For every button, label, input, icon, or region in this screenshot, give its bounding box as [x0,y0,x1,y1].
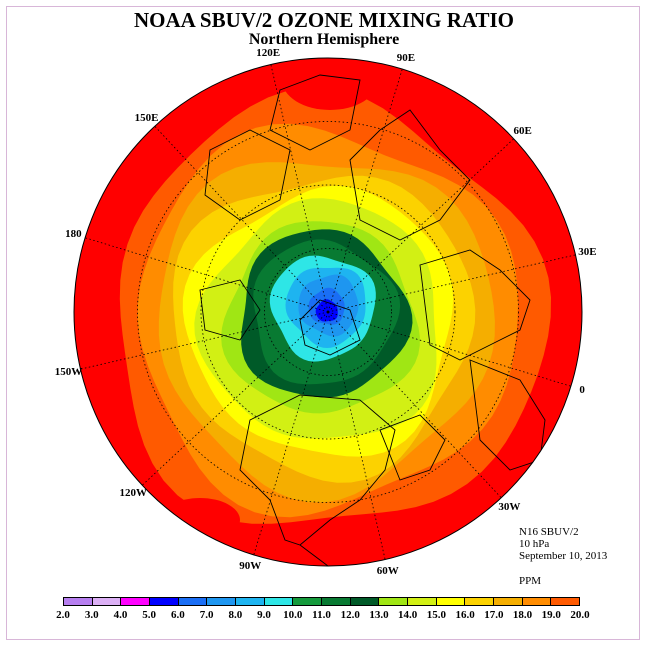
colorbar-tick-label: 15.0 [426,609,446,621]
colorbar-tick-label: 14.0 [398,609,418,621]
longitude-label: 180 [65,228,82,241]
coastline-7 [204,129,291,221]
colorbar-segment [494,598,523,605]
colorbar-segment [236,598,265,605]
colorbar-tick-label: 12.0 [340,609,360,621]
longitude-label: 90W [239,560,262,573]
colorbar-tick-label: 13.0 [369,609,389,621]
colorbar-tick-label: 7.0 [199,609,214,621]
colorbar-segment [436,598,466,605]
colorbar [63,597,580,606]
colorbar-segment [264,598,294,605]
colorbar-segment [293,598,323,605]
coastline-8 [299,299,361,356]
coastline-0 [239,394,396,546]
colorbar-segment [64,598,93,605]
colorbar-segment [178,598,208,605]
colorbar-segment [322,598,351,605]
colorbar-ticks: 2.0 3.0 4.0 5.0 6.0 7.0 8.0 9.0 10.0 11.0 12.0 13.0… [56,609,590,623]
colorbar-tick-label: 16.0 [455,609,475,621]
colorbar-tick-label: 3.0 [84,609,99,621]
map-title: NOAA SBUV/2 OZONE MIXING RATIO [134,8,514,32]
colorbar-tick-label: 8.0 [228,609,243,621]
coastline-9 [199,279,261,341]
longitude-label: 30W [498,500,521,513]
colorbar-segment [522,598,552,605]
colorbar-tick-label: 20.0 [570,609,590,621]
colorbar-segment [465,598,495,605]
longitude-label: 150E [134,111,159,124]
colorbar-tick-label: 18.0 [512,609,533,621]
colorbar-segment [207,598,237,605]
contour-lobe [530,160,582,260]
map-boundary [73,57,583,567]
coastline-5 [349,109,471,241]
longitude-label: 30E [578,246,597,259]
colorbar-tick-label: 2.0 [56,609,70,621]
longitude-label: 120W [119,487,148,500]
colorbar-tick-label: 6.0 [171,609,185,621]
colorbar-tick-label: 10.0 [283,609,303,621]
colorbar-segment [408,598,437,605]
coastline-1 [299,544,356,566]
colorbar-segment [350,598,380,605]
colorbar-segment [121,598,151,605]
unit-label: PPM [519,575,542,587]
colorbar-segment [92,598,122,605]
longitude-label: 150W [54,365,83,378]
contour-band-5 [315,299,338,322]
coastline-3 [419,249,531,361]
instrument-label: N16 SBUV/2 [519,526,579,538]
figure-frame [6,6,640,640]
contour-lobe [282,58,378,110]
colorbar-segment [551,598,580,605]
colorbar-tick-label: 9.0 [257,609,271,621]
contour-lobe [160,498,240,542]
colorbar-segment [150,598,179,605]
longitude-label: 120E [256,46,281,59]
level-label: 10 hPa [519,538,550,550]
colorbar-tick-label: 11.0 [312,609,331,621]
colorbar-tick-label: 17.0 [484,609,504,621]
date-label: September 10, 2013 [519,550,608,562]
coastline-2 [379,414,446,481]
colorbar-tick-label: 4.0 [113,609,128,621]
longitude-label: 60W [376,565,399,578]
latitude-circle-2 [137,121,519,503]
latitude-circle-0 [264,248,392,376]
colorbar-tick-label: 5.0 [142,609,157,621]
info-block: N16 SBUV/2 10 hPa September 10, 2013 [519,526,607,562]
longitude-label: 90E [396,51,416,64]
map-subtitle: Northern Hemisphere [248,31,400,48]
colorbar-tick-label: 19.0 [541,609,561,621]
longitude-label: 60E [513,124,532,137]
coastline-6 [269,74,361,151]
colorbar-segment [379,598,409,605]
longitude-label: 0 [579,383,585,396]
lat-lon-grid [80,64,576,560]
latitude-circle-1 [200,184,456,440]
